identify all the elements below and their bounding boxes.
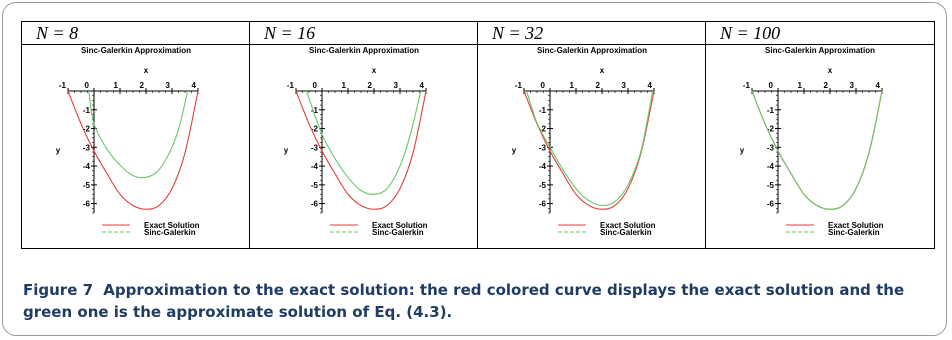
y-tick-label: -3 [83, 143, 91, 152]
y-tick-label: -6 [539, 200, 547, 209]
x-tick-label: 0 [313, 81, 318, 90]
y-tick-label: -3 [539, 143, 547, 152]
legend-label: Sinc-Galerkin [144, 228, 196, 237]
x-tick-label: 0 [85, 81, 90, 90]
x-tick-label: 0 [769, 81, 774, 90]
y-tick-label: -6 [767, 200, 775, 209]
caption-text: Approximation to the exact solution: the… [23, 281, 905, 321]
exact-solution-line [295, 90, 427, 210]
panel-label: N = 32 [478, 22, 705, 45]
panel-label: N = 16 [250, 22, 477, 45]
panel-n32: N = 32 Sinc-Galerkin Approximation x y -1 0 1… [478, 22, 706, 248]
plot-n8: Sinc-Galerkin Approximation x y -1 0 1 2 3 4 -1 -2… [56, 46, 200, 237]
legend-label: Exact Solution [144, 221, 200, 230]
y-tick-label: -6 [311, 200, 319, 209]
exact-solution-line [523, 90, 655, 210]
y-axis-label: y [740, 146, 745, 155]
legend-label: Sinc-Galerkin [600, 228, 652, 237]
y-tick-label: -2 [767, 125, 775, 134]
x-tick-label: -1 [59, 81, 67, 90]
x-tick-label: 3 [850, 81, 855, 90]
y-tick-label: -3 [311, 143, 319, 152]
y-tick-label: -3 [767, 143, 775, 152]
x-tick-label: 2 [368, 81, 373, 90]
x-tick-label: -1 [743, 81, 751, 90]
x-tick-label: 1 [798, 81, 803, 90]
y-tick-label: -5 [767, 181, 775, 190]
legend-label: Exact Solution [600, 221, 656, 230]
legend-label: Exact Solution [828, 221, 884, 230]
x-axis-label: x [144, 66, 149, 75]
legend-label: Sinc-Galerkin [828, 228, 880, 237]
plot-n16: Sinc-Galerkin Approximation x y -1 0 1 2 3 4 -1 -2… [284, 46, 428, 237]
y-tick-label: -5 [83, 181, 91, 190]
plot-n100: Sinc-Galerkin Approximation x y -1 0 1 2 3 4 -1 -2… [740, 46, 884, 237]
sinc-galerkin-line [526, 90, 654, 207]
panel-label: N = 8 [22, 22, 249, 45]
plot-title: Sinc-Galerkin Approximation [81, 46, 191, 55]
plot-title: Sinc-Galerkin Approximation [309, 46, 419, 55]
y-tick-label: -6 [83, 200, 91, 209]
y-tick-label: -4 [83, 162, 91, 171]
x-tick-label: 4 [420, 81, 425, 90]
legend-label: Sinc-Galerkin [372, 228, 424, 237]
x-tick-label: 4 [876, 81, 881, 90]
x-tick-label: 1 [570, 81, 575, 90]
figure-caption: Figure 7 Approximation to the exact solu… [23, 279, 928, 323]
sinc-galerkin-line [305, 90, 422, 195]
x-axis-label: x [828, 66, 833, 75]
y-axis-label: y [56, 146, 61, 155]
y-tick-label: -2 [83, 125, 91, 134]
sinc-galerkin-line [88, 90, 189, 179]
x-axis-label: x [600, 66, 605, 75]
panel-grid: N = 8 Sinc-Galerkin Approximation x y -1 0 1 2… [21, 21, 935, 249]
figure-label: Figure 7 [23, 281, 94, 299]
figure-frame: N = 8 Sinc-Galerkin Approximation x y -1 0 1 2… [2, 2, 947, 336]
x-tick-label: 4 [648, 81, 653, 90]
y-axis-label: y [512, 146, 517, 155]
y-tick-label: -1 [539, 106, 547, 115]
x-tick-label: 3 [622, 81, 627, 90]
x-tick-label: 2 [140, 81, 145, 90]
legend-label: Exact Solution [372, 221, 428, 230]
x-tick-label: 2 [824, 81, 829, 90]
y-tick-label: -1 [311, 106, 319, 115]
x-tick-label: -1 [515, 81, 523, 90]
panel-label: N = 100 [706, 22, 934, 45]
x-tick-label: -1 [287, 81, 295, 90]
y-tick-label: -2 [539, 125, 547, 134]
y-tick-label: -4 [311, 162, 319, 171]
y-tick-label: -4 [539, 162, 547, 171]
panel-n16: N = 16 Sinc-Galerkin Approximation x y -1 0 1… [250, 22, 478, 248]
panel-n8: N = 8 Sinc-Galerkin Approximation x y -1 0 1 2… [22, 22, 250, 248]
plot-title: Sinc-Galerkin Approximation [765, 46, 875, 55]
panel-n100: N = 100 Sinc-Galerkin Approximation x y -1 0… [706, 22, 934, 248]
x-tick-label: 1 [114, 81, 119, 90]
plot-n32: Sinc-Galerkin Approximation x y -1 0 1 2 3 4 -1 -2… [512, 46, 656, 237]
sinc-galerkin-line [751, 90, 883, 210]
y-tick-label: -2 [311, 125, 319, 134]
y-tick-label: -5 [311, 181, 319, 190]
x-tick-label: 0 [541, 81, 546, 90]
plot-title: Sinc-Galerkin Approximation [537, 46, 647, 55]
x-tick-label: 2 [596, 81, 601, 90]
y-tick-label: -5 [539, 181, 547, 190]
exact-solution-line [67, 90, 199, 210]
x-tick-label: 1 [342, 81, 347, 90]
x-axis-label: x [372, 66, 377, 75]
y-tick-label: -1 [83, 106, 91, 115]
y-tick-label: -4 [767, 162, 775, 171]
x-tick-label: 3 [166, 81, 171, 90]
y-tick-label: -1 [767, 106, 775, 115]
y-axis-label: y [284, 146, 289, 155]
x-tick-label: 3 [394, 81, 399, 90]
x-tick-label: 4 [192, 81, 197, 90]
